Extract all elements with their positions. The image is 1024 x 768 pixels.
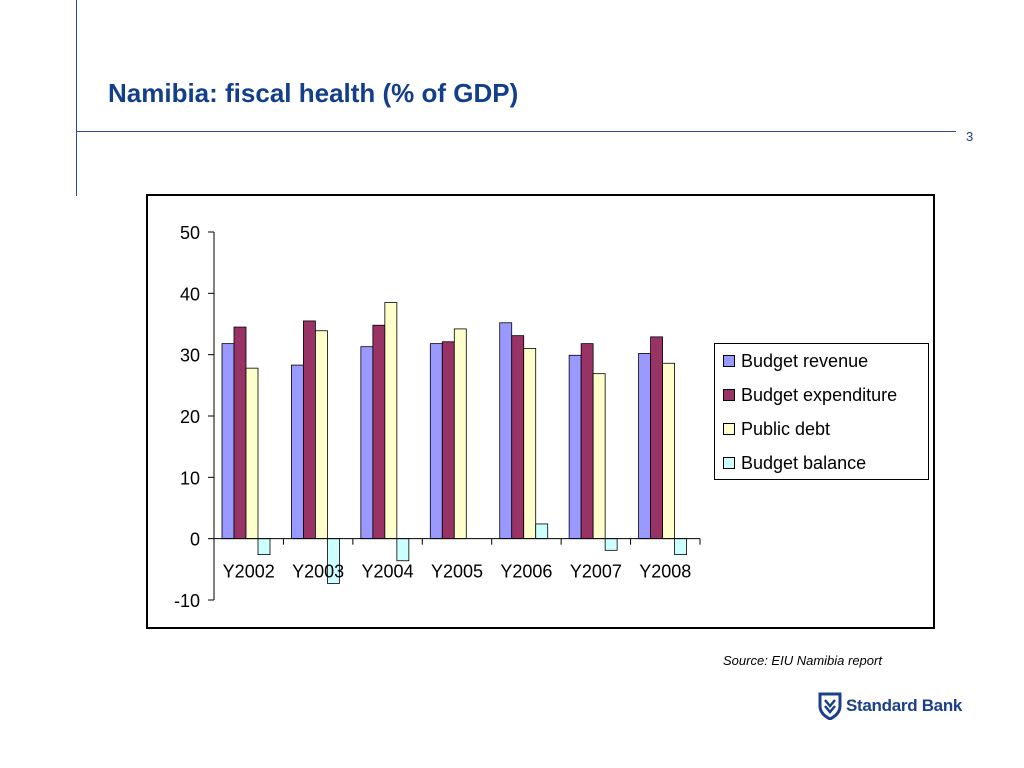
y-tick-label: 0 — [190, 530, 200, 550]
legend-swatch — [723, 355, 735, 367]
legend-swatch — [723, 457, 735, 469]
x-tick-label: Y2004 — [362, 562, 414, 582]
chart-legend: Budget revenue Budget expenditure Public… — [714, 343, 929, 480]
y-tick-label: 40 — [180, 284, 200, 304]
bar — [453, 328, 467, 540]
x-tick-label: Y2007 — [570, 562, 622, 582]
shield-icon — [818, 692, 842, 720]
legend-item: Budget balance — [723, 450, 866, 476]
y-tick-label: 20 — [180, 407, 200, 427]
standard-bank-logo: Standard Bank — [818, 692, 962, 720]
bar — [315, 330, 328, 540]
legend-label: Public debt — [741, 418, 831, 439]
bar — [674, 538, 687, 556]
bar — [360, 346, 374, 540]
legend-label: Budget expenditure — [741, 384, 898, 405]
y-tick-label: 50 — [180, 223, 200, 243]
legend-item: Budget revenue — [723, 348, 868, 374]
x-tick-label: Y2005 — [431, 562, 483, 582]
bar — [568, 354, 582, 540]
bar — [580, 343, 594, 540]
y-tick-label: 10 — [180, 468, 200, 488]
bar — [441, 341, 455, 540]
bar — [303, 320, 316, 540]
bar — [662, 362, 675, 540]
bar — [604, 538, 618, 551]
x-tick-label: Y2002 — [223, 562, 275, 582]
vertical-rule — [76, 0, 77, 196]
bar — [638, 353, 651, 540]
bar — [291, 364, 304, 540]
bar — [535, 523, 549, 540]
bar — [429, 343, 443, 540]
bar — [257, 538, 271, 556]
x-tick-label: Y2008 — [639, 562, 691, 582]
bar — [650, 336, 663, 540]
legend-swatch — [723, 423, 735, 435]
bar — [499, 322, 513, 540]
bar-chart: -10 0 10 20 30 40 50 Y2002 Y2003 Y2004 Y2005 Y2006 Y… — [174, 223, 701, 611]
bar — [245, 367, 259, 540]
legend-swatch — [723, 389, 735, 401]
bar — [233, 326, 247, 540]
legend-item: Budget expenditure — [723, 382, 897, 408]
x-tick-label: Y2003 — [292, 562, 344, 582]
logo-text: Standard Bank — [846, 696, 963, 715]
legend-label: Budget revenue — [741, 350, 869, 371]
horizontal-rule — [76, 131, 956, 132]
source-note: Source: EIU Namibia report — [723, 653, 882, 668]
page-number: 3 — [966, 129, 974, 144]
bar — [511, 335, 525, 540]
bar — [221, 343, 235, 540]
bar — [372, 324, 386, 540]
slide-title: Namibia: fiscal health (% of GDP) — [108, 78, 519, 108]
y-tick-label: -10 — [174, 591, 200, 611]
legend-item: Public debt — [723, 416, 830, 442]
bar — [592, 373, 606, 540]
bar — [384, 302, 398, 540]
legend-label: Budget balance — [741, 452, 867, 473]
y-tick-label: 30 — [180, 346, 200, 366]
bar — [396, 538, 410, 562]
bar — [523, 348, 537, 540]
x-tick-label: Y2006 — [500, 562, 552, 582]
